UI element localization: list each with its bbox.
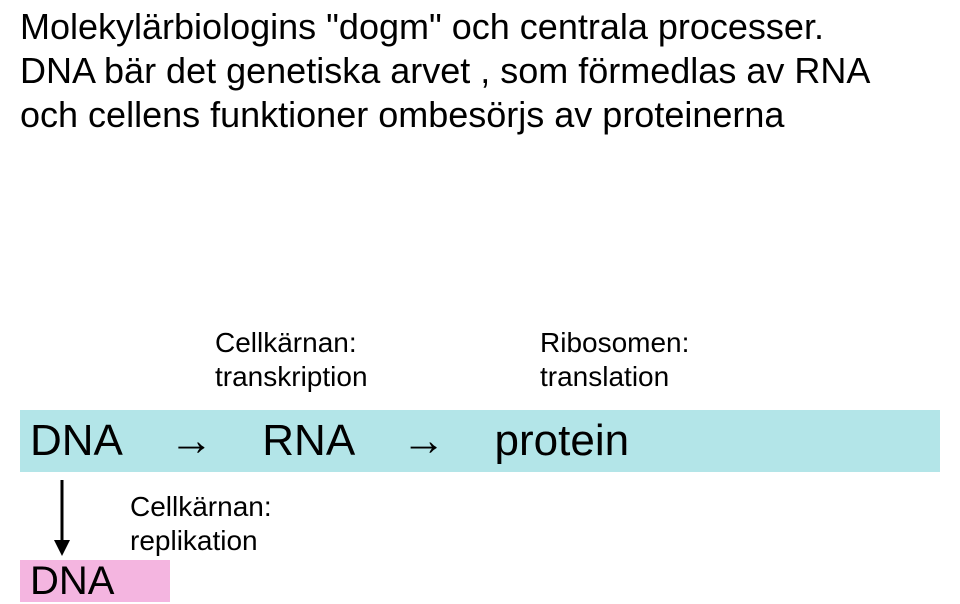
title-line1: Molekylärbiologins "dogm" och centrala p… <box>20 6 824 48</box>
translation-line1: Ribosomen: <box>540 326 689 360</box>
translation-line2: translation <box>540 360 689 394</box>
flow-bar: DNA → RNA → protein <box>20 410 940 472</box>
transkription-line1: Cellkärnan: <box>215 326 368 360</box>
dna-result-text: DNA <box>30 559 114 604</box>
label-replikation: Cellkärnan: replikation <box>130 490 272 557</box>
label-transkription: Cellkärnan: transkription <box>215 326 368 393</box>
title-line3: och cellens funktioner ombesörjs av prot… <box>20 94 784 136</box>
title-line2: DNA bär det genetiska arvet , som förmed… <box>20 50 870 92</box>
label-translation: Ribosomen: translation <box>540 326 689 393</box>
replikation-line2: replikation <box>130 524 272 558</box>
dna-result-box: DNA <box>20 560 170 602</box>
transkription-line2: transkription <box>215 360 368 394</box>
replication-arrow-icon <box>50 478 74 558</box>
flow-text: DNA → RNA → protein <box>20 416 629 466</box>
replikation-line1: Cellkärnan: <box>130 490 272 524</box>
